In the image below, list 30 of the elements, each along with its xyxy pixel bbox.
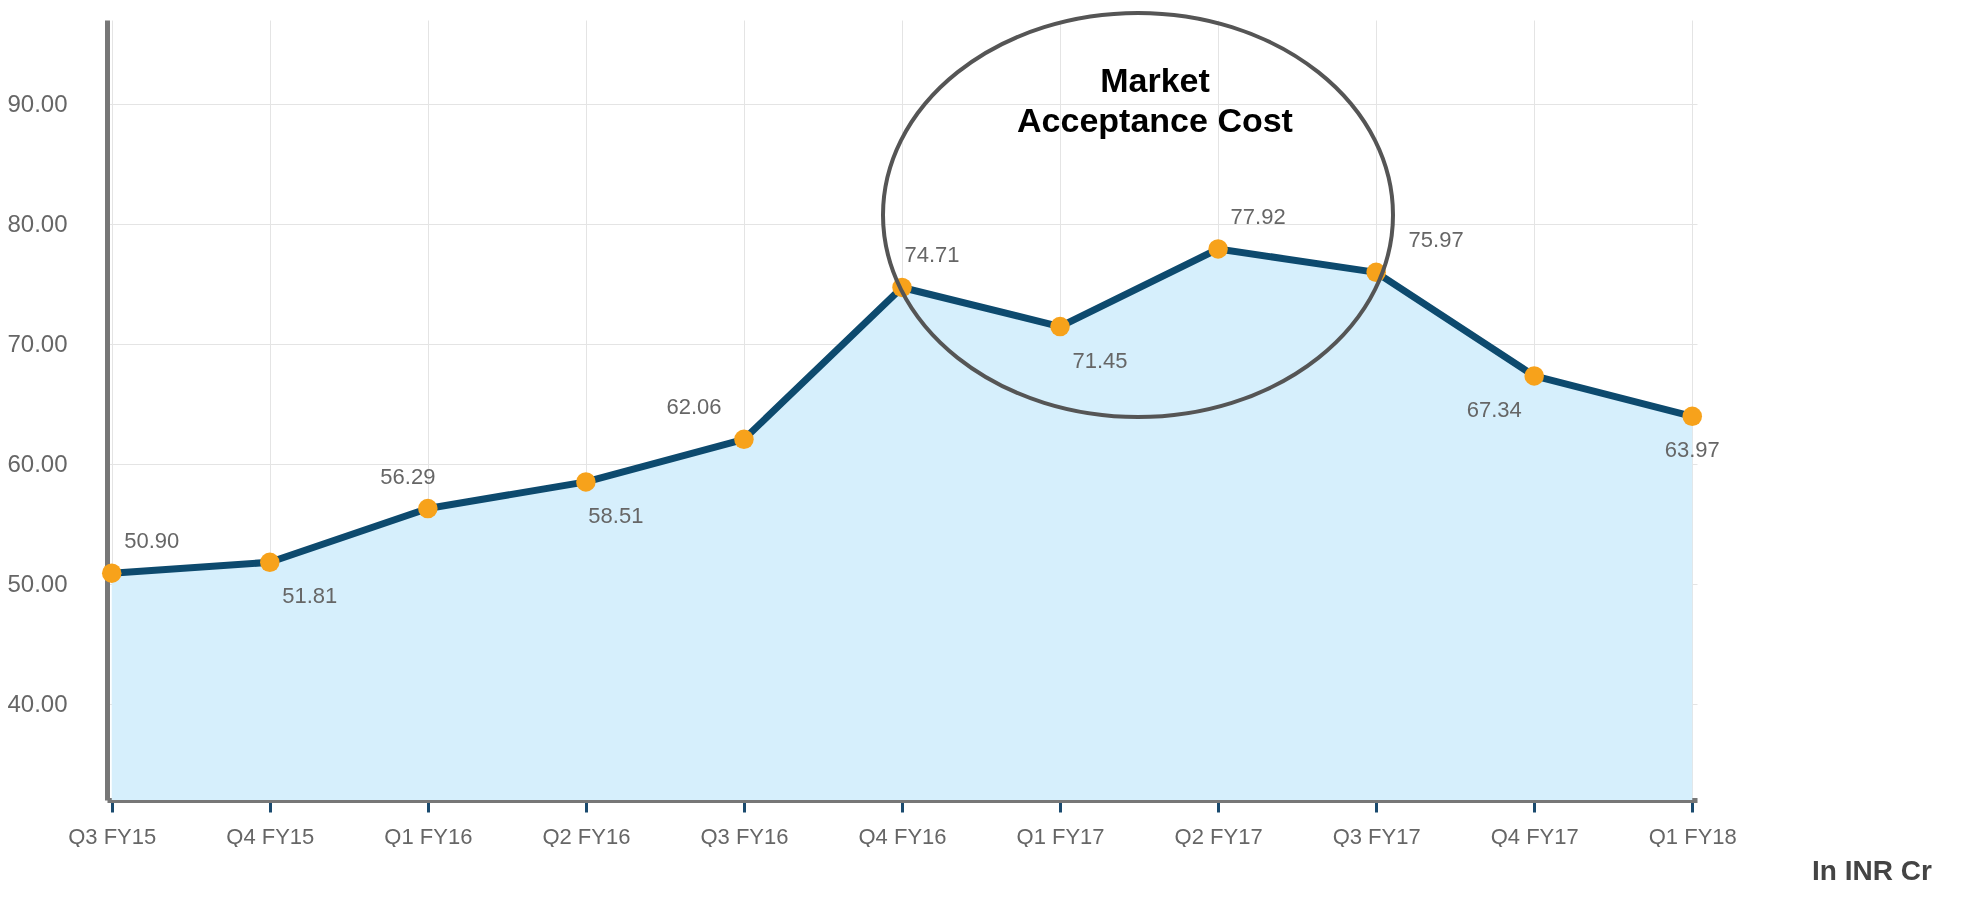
x-tick-label: Q3 FY15 [68, 823, 157, 849]
text: 77.92 [1230, 203, 1286, 229]
y-tick-label: 90.00 [7, 89, 68, 117]
y-tick-label: 70.00 [7, 329, 68, 357]
text: 75.97 [1408, 227, 1464, 253]
text: 50.90 [124, 528, 180, 554]
text: 56.29 [380, 463, 436, 489]
x-tick-label: Q1 FY16 [384, 823, 473, 849]
x-tick-label: Q2 FY17 [1174, 823, 1263, 849]
x-tick-label: Q2 FY16 [542, 823, 631, 849]
x-tick-label: Q4 FY16 [858, 823, 947, 849]
text: 71.45 [1072, 347, 1128, 373]
text: 74.71 [904, 242, 960, 268]
text: 51.81 [282, 583, 338, 609]
text: 67.34 [1466, 396, 1522, 422]
x-tick-label: Q1 FY18 [1648, 823, 1737, 849]
x-tick-label: Q4 FY17 [1490, 823, 1579, 849]
y-tick-label: 60.00 [7, 449, 68, 477]
annotation: Market Acceptance Cost [1016, 60, 1294, 140]
x-tick-label: Q4 FY15 [226, 823, 315, 849]
x-tick-label: Q1 FY17 [1016, 823, 1105, 849]
text: 63.97 [1664, 437, 1720, 463]
text: 62.06 [666, 394, 722, 420]
text: In INR Cr [1812, 855, 1932, 887]
y-tick-label: 40.00 [7, 689, 68, 717]
text: 58.51 [588, 502, 644, 528]
y-tick-label: 80.00 [7, 209, 68, 237]
x-tick-label: Q3 FY17 [1332, 823, 1421, 849]
y-tick-label: 50.00 [7, 569, 68, 597]
x-tick-label: Q3 FY16 [700, 823, 789, 849]
